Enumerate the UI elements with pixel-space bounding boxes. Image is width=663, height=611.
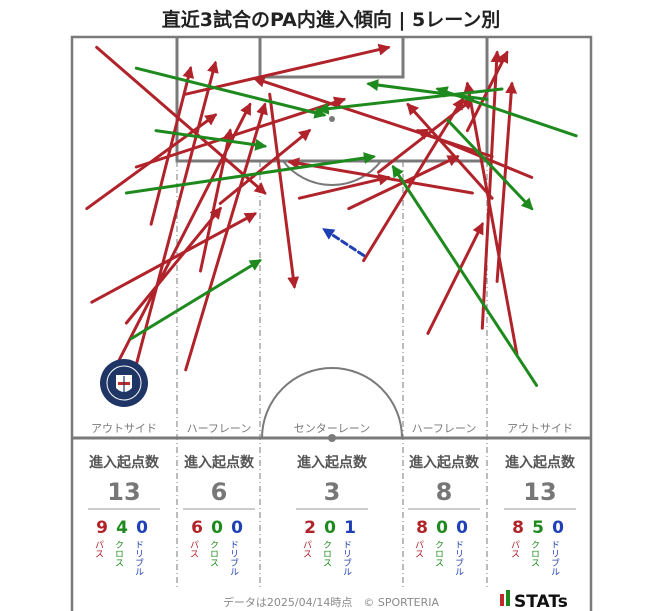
lane-name-3: センターレーン bbox=[294, 422, 370, 435]
lane-3-pass-label: パス bbox=[301, 540, 312, 558]
lane-1-cross-count: 4 bbox=[116, 518, 128, 538]
lane-1-dribble-count: 0 bbox=[136, 518, 148, 538]
lane-start-label-3: 進入起点数 bbox=[297, 454, 368, 471]
lane-5-cross-count: 5 bbox=[532, 518, 544, 538]
lane-2-cross-count: 0 bbox=[211, 518, 223, 538]
lane-3-dribble-label: ドリブル bbox=[341, 540, 352, 576]
pass-arrow-23 bbox=[406, 102, 494, 200]
pass-arrow-1 bbox=[95, 45, 267, 195]
pass-arrow-4 bbox=[110, 102, 252, 377]
brand-text: STATs bbox=[514, 592, 568, 611]
lane-total-2: 6 bbox=[211, 478, 228, 506]
lane-2-dribble-count: 0 bbox=[231, 518, 243, 538]
lane-5-pass-count: 8 bbox=[512, 518, 524, 538]
footer-note: データは2025/04/14時点 © SPORTERIA bbox=[223, 595, 440, 609]
cross-arrow-28 bbox=[154, 129, 268, 151]
cross-arrow-30 bbox=[129, 259, 262, 341]
cross-arrow-31 bbox=[366, 79, 489, 101]
stats-logo: STATs bbox=[500, 590, 568, 611]
lane-3-pass-count: 2 bbox=[304, 518, 316, 538]
pass-arrow-19 bbox=[480, 50, 503, 330]
cross-arrow-33 bbox=[446, 118, 534, 211]
chart-title: 直近3試合のPA内進入傾向 | 5レーン別 bbox=[162, 8, 501, 31]
lane-4-cross-count: 0 bbox=[436, 518, 448, 538]
lane-name-2: ハーフレーン bbox=[187, 422, 252, 435]
lane-1-pass-count: 9 bbox=[96, 518, 108, 538]
cross-arrow-35 bbox=[316, 87, 504, 115]
cross-arrow-32 bbox=[435, 86, 578, 138]
pass-arrow-12 bbox=[218, 129, 312, 205]
lane-3-cross-label: クロス bbox=[321, 540, 331, 567]
lane-total-4: 8 bbox=[436, 478, 453, 506]
lane-4-cross-label: クロス bbox=[433, 540, 443, 567]
centre-spot bbox=[328, 434, 336, 442]
lane-4-dribble-count: 0 bbox=[456, 518, 468, 538]
cross-arrow-29 bbox=[124, 152, 376, 195]
pass-arrow-6 bbox=[134, 60, 219, 367]
lane-2-dribble-label: ドリブル bbox=[228, 540, 239, 576]
penalty-spot bbox=[329, 116, 335, 122]
lane-4-pass-count: 8 bbox=[416, 518, 428, 538]
pass-arrow-22 bbox=[426, 222, 484, 335]
pass-arrow-8 bbox=[149, 65, 195, 226]
cross-arrow-34 bbox=[391, 164, 539, 387]
pass-arrow-7 bbox=[184, 102, 268, 372]
pass-arrow-16 bbox=[362, 97, 464, 263]
lane-start-label-1: 進入起点数 bbox=[89, 454, 160, 471]
lane-5-dribble-label: ドリブル bbox=[549, 540, 560, 576]
pass-arrow-24 bbox=[287, 157, 474, 195]
lane-5-pass-label: パス bbox=[509, 540, 520, 558]
lane-start-label-5: 進入起点数 bbox=[505, 454, 576, 471]
pass-arrow-21 bbox=[463, 81, 519, 356]
lane-5-cross-label: クロス bbox=[529, 540, 539, 567]
pass-arrow-26 bbox=[415, 128, 534, 179]
dribble-arrow-36 bbox=[322, 227, 366, 257]
club-crest bbox=[100, 359, 148, 407]
lane-total-3: 3 bbox=[324, 478, 341, 506]
lane-total-5: 13 bbox=[523, 478, 556, 506]
lane-2-cross-label: クロス bbox=[208, 540, 218, 567]
lane-2-pass-count: 6 bbox=[191, 518, 203, 538]
lane-3-cross-count: 0 bbox=[324, 518, 336, 538]
lane-5-dribble-count: 0 bbox=[552, 518, 564, 538]
lane-name-4: ハーフレーン bbox=[412, 422, 477, 435]
lane-4-dribble-label: ドリブル bbox=[453, 540, 464, 576]
pass-arrow-13 bbox=[268, 92, 300, 289]
cross-arrow-27 bbox=[134, 66, 327, 119]
pass-arrow-5 bbox=[124, 206, 222, 325]
lane-1-dribble-label: ドリブル bbox=[133, 540, 144, 576]
pass-arrow-10 bbox=[199, 128, 235, 273]
pass-arrow-14 bbox=[297, 173, 391, 200]
lane-total-1: 13 bbox=[107, 478, 140, 506]
lane-1-pass-label: パス bbox=[93, 540, 104, 558]
lane-3-dribble-count: 1 bbox=[344, 518, 356, 538]
lane-1-cross-label: クロス bbox=[113, 540, 123, 567]
entry-arrows bbox=[85, 43, 578, 387]
pass-arrow-11 bbox=[184, 43, 391, 96]
lane-4-pass-label: パス bbox=[413, 540, 424, 558]
lane-name-1: アウトサイド bbox=[91, 422, 157, 435]
lane-2-pass-label: パス bbox=[188, 540, 199, 558]
lane-name-5: アウトサイド bbox=[507, 422, 573, 435]
lane-start-label-2: 進入起点数 bbox=[184, 454, 255, 471]
lane-start-label-4: 進入起点数 bbox=[409, 454, 480, 471]
pass-arrow-20 bbox=[495, 81, 518, 283]
